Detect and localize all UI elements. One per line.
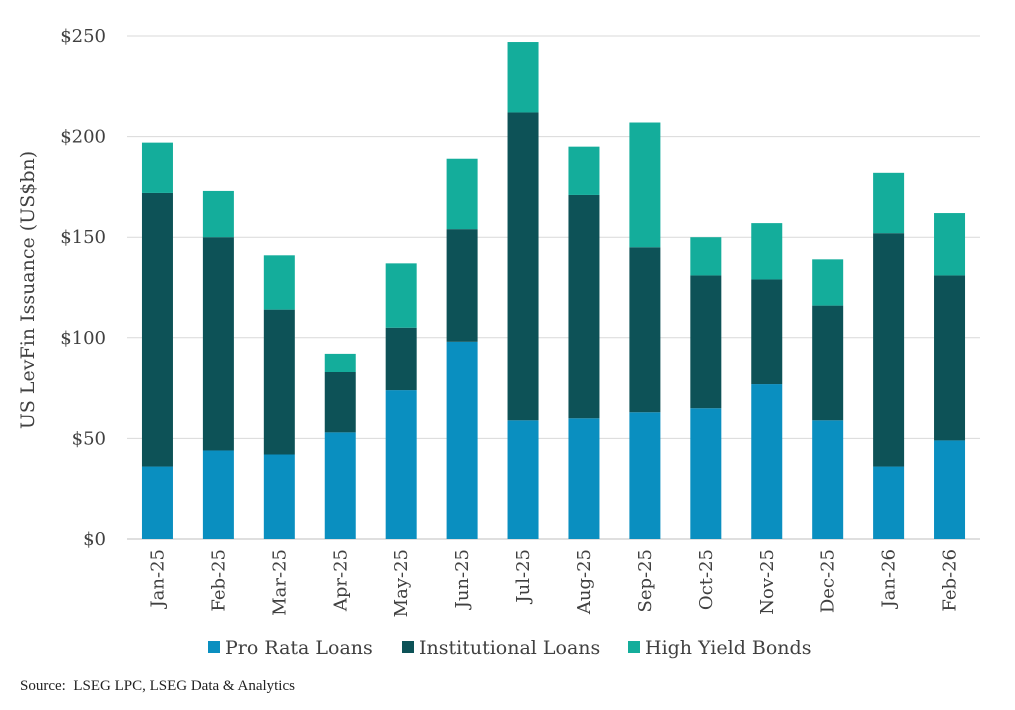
bar-pro-rata-loans-may-25 — [385, 390, 417, 539]
x-tick-label: Feb-25 — [208, 549, 229, 612]
bar-high-yield-bonds-jan-25 — [141, 142, 173, 193]
x-tick-label: May-25 — [391, 549, 412, 617]
bar-institutional-loans-jan-26 — [873, 233, 905, 467]
bar-high-yield-bonds-mar-25 — [263, 255, 295, 310]
bar-pro-rata-loans-feb-26 — [934, 440, 966, 539]
bar-pro-rata-loans-sep-25 — [629, 412, 661, 539]
x-tick-label: Nov-25 — [757, 549, 778, 615]
bar-institutional-loans-jul-25 — [507, 112, 539, 421]
bar-pro-rata-loans-jul-25 — [507, 420, 539, 539]
bar-institutional-loans-mar-25 — [263, 309, 295, 455]
bars — [141, 42, 966, 539]
bar-pro-rata-loans-mar-25 — [263, 454, 295, 539]
x-tick-label: Feb-26 — [940, 549, 961, 612]
bar-pro-rata-loans-apr-25 — [324, 432, 356, 539]
legend-swatch — [628, 641, 640, 653]
bar-high-yield-bonds-may-25 — [385, 263, 417, 328]
bar-high-yield-bonds-nov-25 — [751, 223, 783, 280]
x-tick-label: Oct-25 — [696, 549, 717, 610]
y-tick-label: $50 — [72, 428, 106, 449]
y-tick-label: $250 — [60, 26, 106, 47]
bar-institutional-loans-oct-25 — [690, 275, 722, 409]
bar-pro-rata-loans-dec-25 — [812, 420, 844, 539]
x-tick-label: Apr-25 — [330, 549, 351, 612]
bar-institutional-loans-sep-25 — [629, 247, 661, 413]
source-note: Source: LSEG LPC, LSEG Data & Analytics — [20, 678, 295, 694]
bar-pro-rata-loans-feb-25 — [202, 450, 234, 539]
bar-pro-rata-loans-jan-26 — [873, 466, 905, 539]
bar-high-yield-bonds-sep-25 — [629, 122, 661, 248]
bar-high-yield-bonds-feb-26 — [934, 213, 966, 276]
bar-high-yield-bonds-aug-25 — [568, 146, 600, 195]
legend-label: High Yield Bonds — [645, 637, 811, 659]
bar-institutional-loans-feb-26 — [934, 275, 966, 441]
x-tick-label: Jan-25 — [147, 549, 168, 610]
bar-institutional-loans-jan-25 — [141, 192, 173, 467]
bar-pro-rata-loans-jan-25 — [141, 466, 173, 539]
x-tick-label: Jun-25 — [452, 549, 473, 610]
y-axis-ticks: $0 $50 $100 $150 $200 $250 — [60, 26, 106, 550]
legend-label: Pro Rata Loans — [225, 637, 373, 659]
y-axis-label: US LevFin Issuance (US$bn) — [17, 151, 39, 429]
x-tick-label: Jan-26 — [879, 549, 900, 610]
bar-high-yield-bonds-jun-25 — [446, 158, 478, 230]
bar-high-yield-bonds-dec-25 — [812, 259, 844, 306]
legend-swatch — [208, 641, 220, 653]
bar-high-yield-bonds-jul-25 — [507, 42, 539, 113]
bar-high-yield-bonds-feb-25 — [202, 190, 234, 238]
x-tick-label: Aug-25 — [574, 549, 595, 615]
bar-pro-rata-loans-aug-25 — [568, 418, 600, 539]
x-tick-label: Mar-25 — [269, 549, 290, 616]
bar-pro-rata-loans-nov-25 — [751, 384, 783, 539]
x-tick-label: Jul-25 — [513, 549, 534, 605]
legend-label: Institutional Loans — [419, 637, 600, 659]
bar-high-yield-bonds-jan-26 — [873, 172, 905, 234]
bar-institutional-loans-may-25 — [385, 327, 417, 391]
legend-swatch — [402, 641, 414, 653]
x-axis-ticks: Jan-25 Feb-25 Mar-25 Apr-25 May-25 Jun-25 Jul-… — [147, 549, 960, 617]
bar-high-yield-bonds-apr-25 — [324, 353, 356, 373]
gridlines — [127, 35, 980, 540]
x-tick-label: Dec-25 — [818, 549, 839, 613]
bar-institutional-loans-aug-25 — [568, 194, 600, 419]
y-tick-label: $100 — [60, 328, 106, 349]
bar-high-yield-bonds-oct-25 — [690, 237, 722, 276]
x-tick-label: Sep-25 — [635, 549, 656, 613]
legend: Pro Rata Loans Institutional Loans High Yi… — [208, 637, 811, 659]
y-tick-label: $200 — [60, 127, 106, 148]
bar-institutional-loans-dec-25 — [812, 305, 844, 421]
bar-pro-rata-loans-jun-25 — [446, 341, 478, 539]
y-tick-label: $0 — [83, 529, 106, 550]
bar-institutional-loans-jun-25 — [446, 229, 478, 342]
bar-institutional-loans-feb-25 — [202, 237, 234, 451]
y-tick-label: $150 — [60, 227, 106, 248]
bar-pro-rata-loans-oct-25 — [690, 408, 722, 539]
bar-institutional-loans-apr-25 — [324, 372, 356, 433]
bar-institutional-loans-nov-25 — [751, 279, 783, 385]
